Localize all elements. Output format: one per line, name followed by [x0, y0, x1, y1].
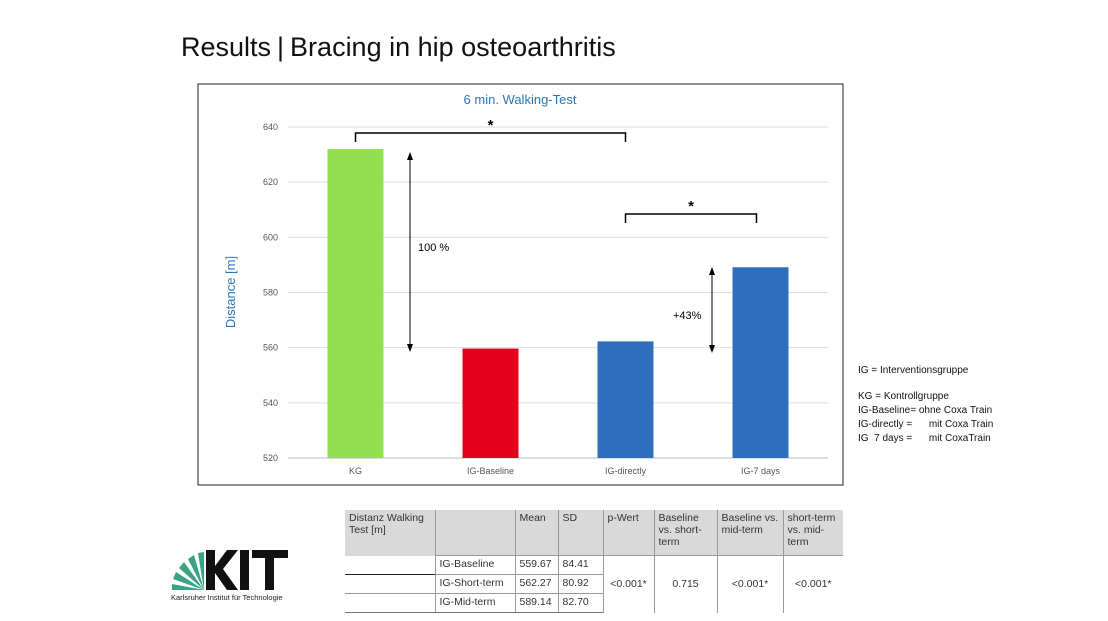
- p-value-cell: <0.001*: [602, 555, 654, 613]
- legend: IG = Interventionsgruppe KG = Kontrollgr…: [858, 364, 993, 446]
- table-row: IG-Short-term 562.27 80.92: [345, 574, 843, 594]
- header-cell: Baseline vs. short-term: [653, 510, 717, 556]
- empty-cell: [345, 593, 435, 613]
- y-tick-label: 520: [263, 453, 278, 463]
- header-cell: Mean: [514, 510, 558, 556]
- header-cell: [434, 510, 515, 556]
- x-tick-label: IG-Baseline: [467, 466, 514, 476]
- header-cell: SD: [557, 510, 603, 556]
- legend-item: IG 7 days = mit CoxaTrain: [858, 433, 991, 444]
- bar-ig-7-days: [732, 267, 789, 458]
- short-vs-mid-cell: <0.001*: [782, 555, 843, 613]
- y-tick-label: 560: [263, 343, 278, 353]
- kit-logo: [172, 550, 288, 590]
- sd-cell: 80.92: [557, 574, 603, 594]
- title-prefix: Results: [181, 32, 272, 62]
- x-tick-label: IG-7 days: [741, 466, 781, 476]
- group-cell: IG-Baseline: [434, 555, 515, 575]
- y-tick-label: 580: [263, 288, 278, 298]
- results-table: Distanz Walking Test [m] Mean SD p-Wert …: [345, 510, 843, 613]
- significance-bracket: [624, 213, 758, 223]
- slide-title: Results | Bracing in hip osteoarthritis: [181, 32, 616, 63]
- table-row: IG-Baseline 559.67 84.41 <0.001* 0.715 <…: [345, 555, 843, 613]
- significance-bracket: [354, 132, 627, 142]
- arrow-label: +43%: [673, 310, 702, 322]
- bar-ig-baseline: [462, 348, 519, 458]
- baseline-vs-short-cell: 0.715: [653, 555, 717, 613]
- significance-star: *: [688, 198, 694, 215]
- empty-cell: [345, 556, 435, 575]
- y-axis-label: Distance [m]: [223, 256, 238, 328]
- logo-subtitle: Karlsruher Institut für Technologie: [171, 593, 283, 602]
- sd-cell: 82.70: [557, 593, 603, 613]
- y-tick-label: 640: [263, 122, 278, 132]
- significance-star: *: [488, 117, 494, 134]
- mean-cell: 562.27: [514, 574, 558, 594]
- group-cell: IG-Mid-term: [434, 593, 515, 613]
- legend-item: KG = Kontrollgruppe: [858, 391, 949, 402]
- header-cell: short-term vs. mid-term: [782, 510, 843, 556]
- mean-cell: 589.14: [514, 593, 558, 613]
- group-cell: IG-Short-term: [434, 574, 515, 594]
- arrow-label: 100 %: [418, 242, 449, 254]
- x-tick-label: KG: [349, 466, 362, 476]
- baseline-vs-mid-cell: <0.001*: [716, 555, 783, 613]
- mean-cell: 559.67: [514, 555, 558, 575]
- legend-item: IG-directly = mit Coxa Train: [858, 419, 994, 430]
- legend-item: IG-Baseline= ohne Coxa Train: [858, 405, 993, 416]
- y-tick-label: 600: [263, 232, 278, 242]
- y-tick-label: 620: [263, 177, 278, 187]
- bar-kg: [327, 149, 384, 459]
- y-tick-label: 540: [263, 398, 278, 408]
- x-tick-label: IG-directly: [605, 466, 647, 476]
- empty-cell: [345, 574, 435, 594]
- title-main: Bracing in hip osteoarthritis: [290, 32, 616, 62]
- bar-ig-directly: [597, 341, 654, 458]
- header-cell: p-Wert: [602, 510, 654, 556]
- chart-title: 6 min. Walking-Test: [464, 92, 577, 107]
- title-separator: |: [277, 32, 285, 62]
- table-row: IG-Mid-term 589.14 82.70: [345, 593, 843, 613]
- legend-item: IG = Interventionsgruppe: [858, 365, 969, 376]
- header-cell: Distanz Walking Test [m]: [345, 510, 435, 556]
- header-cell: Baseline vs. mid-term: [716, 510, 783, 556]
- sd-cell: 84.41: [557, 555, 603, 575]
